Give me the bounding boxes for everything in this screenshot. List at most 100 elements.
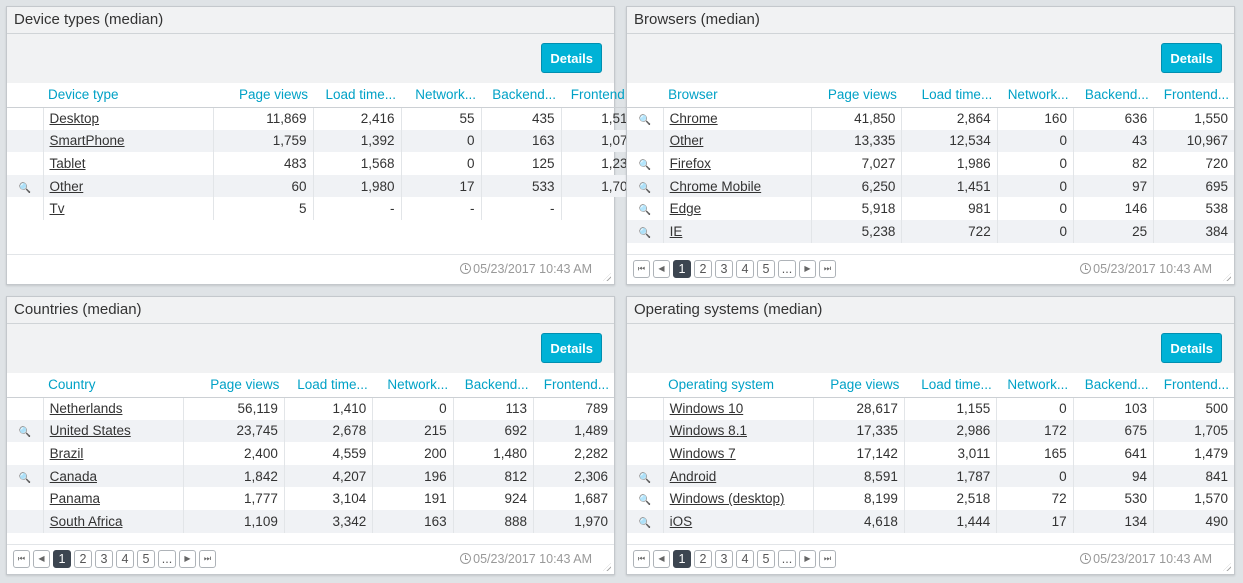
value-cell: 17 <box>996 509 1074 533</box>
pager-page-button[interactable]: 2 <box>74 550 92 568</box>
column-header[interactable]: Load time... <box>901 83 998 108</box>
column-header[interactable]: Frontend... <box>1153 83 1234 108</box>
column-header[interactable]: Network... <box>372 373 454 398</box>
column-header[interactable]: Country <box>43 373 184 398</box>
column-header[interactable]: Frontend... <box>533 373 614 398</box>
pager-first-button[interactable]: ⏮ <box>633 550 650 568</box>
row-name-link[interactable]: Tv <box>49 201 65 217</box>
pager-next-button[interactable]: ▶ <box>799 550 816 568</box>
pager-page-button[interactable]: 3 <box>715 550 733 568</box>
column-header[interactable]: Browser <box>663 83 812 108</box>
search-icon[interactable]: 🔍 <box>638 517 652 529</box>
column-header[interactable]: Backend... <box>453 373 534 398</box>
column-header[interactable]: Backend... <box>1073 83 1154 108</box>
column-header[interactable]: Load time... <box>904 373 997 398</box>
row-name-link[interactable]: iOS <box>669 513 693 529</box>
row-name-link[interactable]: Windows 10 <box>669 401 744 417</box>
search-icon[interactable]: 🔍 <box>638 495 652 507</box>
pager-page-button[interactable]: 1 <box>53 550 71 568</box>
column-header[interactable]: Page views <box>213 83 313 108</box>
column-header[interactable]: Load time... <box>313 83 401 108</box>
value-cell: 720 <box>1205 155 1228 171</box>
pager-prev-button[interactable]: ◀ <box>653 260 670 278</box>
column-header[interactable]: Page views <box>811 83 902 108</box>
search-icon[interactable]: 🔍 <box>638 205 652 217</box>
pager-ellipsis-button[interactable]: ... <box>778 260 796 278</box>
pager-first-button[interactable]: ⏮ <box>13 550 30 568</box>
pager-ellipsis-button[interactable]: ... <box>778 550 796 568</box>
row-name-link[interactable]: Canada <box>49 468 97 484</box>
resize-grip-icon[interactable] <box>1223 273 1231 281</box>
search-icon[interactable]: 🔍 <box>18 182 31 194</box>
pager-next-button[interactable]: ▶ <box>799 260 816 278</box>
row-name-link[interactable]: Windows (desktop) <box>669 491 785 507</box>
row-name-link[interactable]: Other <box>669 133 704 149</box>
column-header[interactable]: Device type <box>43 83 213 108</box>
row-name-link[interactable]: Windows 8.1 <box>669 423 747 439</box>
row-name-link[interactable]: Edge <box>669 201 702 217</box>
column-header[interactable]: Page views <box>183 373 285 398</box>
column-header[interactable]: Page views <box>813 373 905 398</box>
pager-last-button[interactable]: ⏭ <box>819 550 836 568</box>
pager-first-button[interactable]: ⏮ <box>633 260 650 278</box>
pager-page-button[interactable]: 4 <box>736 260 754 278</box>
pager-prev-button[interactable]: ◀ <box>33 550 50 568</box>
pager-page-button[interactable]: 2 <box>694 260 712 278</box>
search-icon[interactable]: 🔍 <box>638 472 652 484</box>
row-name-link[interactable]: South Africa <box>49 513 123 529</box>
search-icon[interactable]: 🔍 <box>638 182 652 194</box>
resize-grip-icon[interactable] <box>1223 563 1231 571</box>
resize-grip-icon[interactable] <box>603 273 611 281</box>
column-header[interactable]: Network... <box>401 83 481 108</box>
row-name-link[interactable]: Android <box>669 468 717 484</box>
search-icon[interactable]: 🔍 <box>638 159 652 171</box>
details-button[interactable]: Details <box>541 333 602 363</box>
search-icon[interactable]: 🔍 <box>18 427 32 439</box>
pager-ellipsis-button[interactable]: ... <box>158 550 176 568</box>
row-name-link[interactable]: Chrome <box>669 111 718 127</box>
value-cell: 94 <box>1073 464 1155 488</box>
row-name-link[interactable]: IE <box>669 223 683 239</box>
row-name-link[interactable]: United States <box>49 423 131 439</box>
resize-grip-icon[interactable] <box>603 563 611 571</box>
pager-prev-button[interactable]: ◀ <box>653 550 670 568</box>
value-cell: 1,842 <box>183 464 285 488</box>
search-icon[interactable]: 🔍 <box>638 227 652 239</box>
row-name-link[interactable]: Tablet <box>49 155 86 171</box>
value-cell: 1,480 <box>453 442 535 465</box>
pager-page-button[interactable]: 4 <box>736 550 754 568</box>
pager-page-button[interactable]: 5 <box>757 260 775 278</box>
pager-page-button[interactable]: 5 <box>137 550 155 568</box>
row-name-link[interactable]: Panama <box>49 491 100 507</box>
pager-last-button[interactable]: ⏭ <box>819 260 836 278</box>
pager-next-button[interactable]: ▶ <box>179 550 196 568</box>
column-header[interactable]: Network... <box>996 373 1074 398</box>
search-icon[interactable]: 🔍 <box>638 115 652 127</box>
row-name-link[interactable]: Brazil <box>49 445 84 461</box>
row-name-link[interactable]: Chrome Mobile <box>669 178 762 194</box>
row-name-link[interactable]: Desktop <box>49 111 100 127</box>
row-name-link[interactable]: SmartPhone <box>49 133 125 149</box>
details-button[interactable]: Details <box>1161 43 1222 73</box>
pager-page-button[interactable]: 3 <box>95 550 113 568</box>
pager-page-button[interactable]: 1 <box>673 550 691 568</box>
row-name-link[interactable]: Other <box>49 178 84 194</box>
column-header[interactable]: Frontend... <box>1153 373 1234 398</box>
pager-page-button[interactable]: 1 <box>673 260 691 278</box>
row-name-link[interactable]: Netherlands <box>49 401 123 417</box>
pager-page-button[interactable]: 5 <box>757 550 775 568</box>
column-header[interactable]: Load time... <box>284 373 373 398</box>
column-header[interactable]: Network... <box>997 83 1074 108</box>
pager-last-button[interactable]: ⏭ <box>199 550 216 568</box>
row-name-link[interactable]: Firefox <box>669 155 711 171</box>
column-header[interactable]: Backend... <box>1073 373 1154 398</box>
row-name-link[interactable]: Windows 7 <box>669 445 736 461</box>
pager-page-button[interactable]: 3 <box>715 260 733 278</box>
details-button[interactable]: Details <box>1161 333 1222 363</box>
details-button[interactable]: Details <box>541 43 602 73</box>
column-header[interactable]: Operating system <box>663 373 814 398</box>
search-icon[interactable]: 🔍 <box>18 472 32 484</box>
column-header[interactable]: Backend... <box>481 83 561 108</box>
pager-page-button[interactable]: 4 <box>116 550 134 568</box>
pager-page-button[interactable]: 2 <box>694 550 712 568</box>
